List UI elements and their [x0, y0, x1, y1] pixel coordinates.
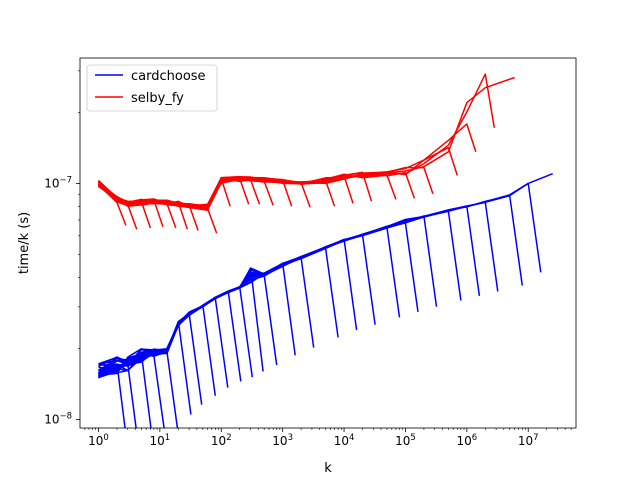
- y-axis-label: time/k (s): [17, 212, 32, 274]
- legend: cardchoose selby_fy: [86, 64, 218, 112]
- x-axis-ticks: 100 101 102 103 104 105 106 107: [84, 428, 572, 448]
- x-tick-label: 105: [395, 433, 416, 448]
- series-line-selby_fy: [98, 76, 515, 209]
- x-tick-label: 102: [211, 433, 232, 448]
- x-tick-label: 103: [272, 433, 293, 448]
- legend-box: [86, 64, 218, 112]
- plot-area: [80, 58, 576, 428]
- series-line-cardchoose: [98, 173, 553, 367]
- plot-frame: [79, 57, 577, 429]
- x-tick-label: 107: [518, 433, 539, 448]
- series-layer: [97, 73, 553, 428]
- x-tick-label: 101: [150, 433, 171, 448]
- y-tick-label: 10−7: [44, 175, 72, 190]
- series-cardchoose: [97, 173, 553, 428]
- legend-label-cardchoose: cardchoose: [131, 69, 206, 84]
- x-axis-label: k: [324, 461, 332, 476]
- y-tick-label: 10−8: [44, 411, 72, 426]
- series-selby_fy: [97, 73, 515, 234]
- y-axis-ticks: 10−8 10−7: [44, 70, 80, 426]
- x-tick-label: 100: [88, 433, 109, 448]
- legend-label-selby_fy: selby_fy: [131, 91, 184, 106]
- x-tick-label: 106: [456, 433, 477, 448]
- x-tick-label: 104: [334, 433, 355, 448]
